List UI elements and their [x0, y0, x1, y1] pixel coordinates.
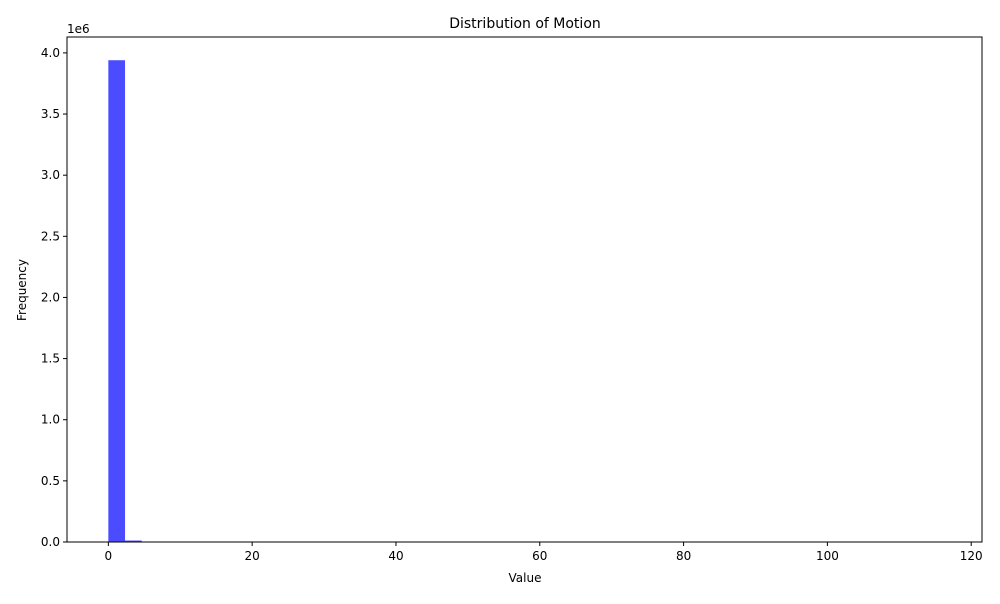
y-axis-label: Frequency: [15, 259, 29, 321]
x-tick-label: 40: [388, 549, 403, 563]
y-tick-label: 2.0: [41, 290, 60, 304]
y-tick-label: 3.5: [41, 107, 60, 121]
x-tick-label: 120: [960, 549, 983, 563]
y-tick-label: 1.0: [41, 413, 60, 427]
x-tick-label: 20: [245, 549, 260, 563]
x-axis-ticks: 0 20 40 60 80 100 120: [105, 542, 983, 563]
chart-title: Distribution of Motion: [449, 16, 601, 32]
x-tick-label: 100: [816, 549, 839, 563]
histogram-bar-1: [125, 540, 142, 542]
y-tick-label: 3.0: [41, 168, 60, 182]
y-tick-label: 0.0: [41, 535, 60, 549]
histogram-bar-0: [108, 60, 126, 542]
y-axis-offset-label: 1e6: [67, 22, 90, 36]
y-tick-label: 0.5: [41, 474, 60, 488]
y-tick-label: 2.5: [41, 229, 60, 243]
x-tick-label: 0: [105, 549, 113, 563]
y-axis-ticks: 0.0 0.5 1.0 1.5 2.0 2.5 3.0 3.5 4.0: [41, 46, 67, 549]
x-tick-label: 80: [676, 549, 691, 563]
y-tick-label: 4.0: [41, 46, 60, 60]
x-axis-label: Value: [509, 571, 542, 585]
plot-area-frame: [66, 36, 983, 543]
x-tick-label: 60: [532, 549, 547, 563]
y-tick-label: 1.5: [41, 352, 60, 366]
